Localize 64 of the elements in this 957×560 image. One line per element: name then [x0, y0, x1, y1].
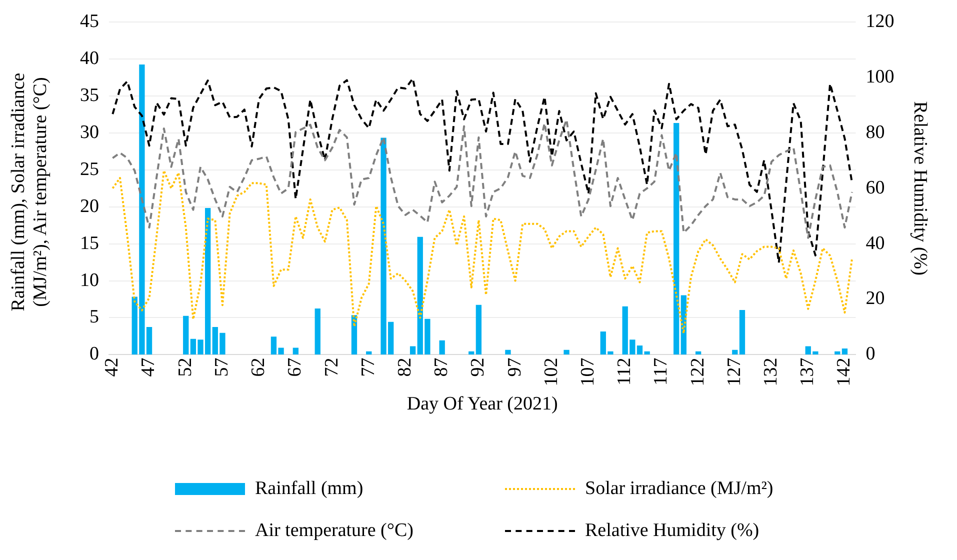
- x-tick-label: 92: [468, 358, 489, 377]
- x-tick-label: 102: [540, 358, 562, 386]
- legend-label: Air temperature (°C): [255, 520, 414, 542]
- bar: [739, 310, 746, 355]
- bar: [564, 350, 570, 355]
- bar: [314, 308, 320, 355]
- x-tick-label: 77: [358, 358, 379, 377]
- bar: [732, 350, 738, 355]
- y2-tick-label: 120: [866, 10, 894, 32]
- bar: [842, 348, 848, 355]
- line-series: [112, 78, 854, 264]
- y2-tick-label: 60: [866, 177, 885, 198]
- y-tick-label: 20: [80, 196, 99, 217]
- x-tick-label: 122: [687, 358, 708, 386]
- x-tick-label: 72: [321, 358, 342, 377]
- x-tick-label: 67: [284, 358, 306, 377]
- x-tick-label: 117: [650, 358, 672, 386]
- y2-tick-label: 40: [866, 232, 885, 254]
- bar: [695, 351, 702, 355]
- y2-tick-label: 20: [866, 288, 885, 310]
- line-series: [112, 170, 854, 334]
- bar: [183, 316, 189, 355]
- legend-label: Solar irradiance (MJ/m²): [585, 478, 774, 500]
- y-tick-label: 0: [90, 344, 99, 365]
- x-tick-label: 127: [724, 358, 745, 386]
- bar: [292, 348, 299, 355]
- bar: [505, 350, 511, 355]
- x-tick-label: 42: [102, 358, 123, 377]
- y2-tick-label: 0: [866, 344, 876, 365]
- y-tick-label: 30: [80, 122, 99, 143]
- x-tick-label: 97: [504, 358, 526, 377]
- y-tick-label: 25: [80, 158, 99, 180]
- x-tick-label: 62: [248, 358, 270, 377]
- x-tick-label: 87: [431, 358, 452, 377]
- x-tick-label: 142: [834, 358, 855, 386]
- y-tick-label: 40: [80, 48, 99, 69]
- line-series: [112, 118, 854, 239]
- y2-tick-label: 80: [866, 122, 885, 143]
- bar: [410, 346, 416, 355]
- bar: [476, 304, 482, 355]
- x-tick-label: 52: [174, 358, 196, 377]
- legend-label: Rainfall (mm): [255, 478, 364, 500]
- y2-axis-title: Relative Humidity (%): [910, 101, 931, 276]
- legend-label: Relative Humidity (%): [585, 520, 760, 542]
- x-tick-label: 137: [797, 358, 818, 386]
- x-axis-title: Day Of Year (2021): [406, 394, 558, 415]
- y2-tick-label: 100: [866, 66, 894, 88]
- x-tick-label: 132: [760, 358, 782, 386]
- bar: [439, 340, 445, 355]
- x-tick-label: 57: [211, 358, 232, 377]
- y-tick-label: 45: [80, 10, 99, 32]
- y-tick-label: 15: [80, 232, 99, 254]
- x-tick-label: 82: [394, 358, 416, 377]
- bar: [468, 351, 474, 355]
- bar: [366, 351, 372, 355]
- bar: [834, 351, 840, 355]
- x-tick-label: 47: [138, 358, 160, 377]
- y-tick-label: 5: [90, 306, 99, 328]
- x-tick-label: 107: [577, 358, 598, 386]
- y-axis-title: Rainfall (mm), Solar irradiance (MJ/m²), Air temperature (°C): [8, 72, 52, 314]
- bar: [674, 122, 680, 355]
- x-tick-label: 112: [614, 358, 636, 386]
- y-tick-label: 35: [80, 84, 99, 106]
- y-tick-label: 10: [80, 270, 99, 291]
